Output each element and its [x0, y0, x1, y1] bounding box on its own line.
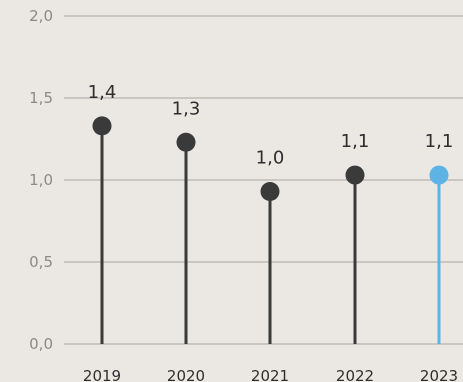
data-label: 1,4 [88, 82, 117, 103]
x-tick-label: 2022 [336, 367, 374, 382]
y-axis-ticks: 0,0 0,5 1,0 1,5 2,0 [29, 7, 53, 353]
x-axis-ticks: 2019 2020 2021 2022 2023 [83, 367, 458, 382]
x-tick-label: 2020 [167, 367, 205, 382]
lollipop-point [260, 181, 280, 201]
x-tick-label: 2019 [83, 367, 121, 382]
data-label: 1,3 [172, 98, 201, 119]
data-label: 1,1 [425, 131, 454, 152]
lollipop-marks: 1,4 1,3 1,0 1,1 1,1 [88, 82, 454, 344]
x-tick-label: 2021 [251, 367, 289, 382]
data-label: 1,1 [341, 131, 370, 152]
data-label: 1,0 [256, 147, 285, 168]
y-tick-label: 1,0 [29, 171, 53, 189]
lollipop-point [176, 132, 196, 152]
y-tick-label: 0,0 [29, 335, 53, 353]
y-tick-label: 0,5 [29, 253, 53, 271]
x-tick-label: 2023 [420, 367, 458, 382]
lollipop-point [345, 165, 365, 185]
grid-lines [64, 15, 463, 345]
lollipop-point [92, 116, 112, 136]
y-tick-label: 1,5 [29, 89, 53, 107]
y-tick-label: 2,0 [29, 7, 53, 25]
lollipop-point [429, 165, 449, 185]
